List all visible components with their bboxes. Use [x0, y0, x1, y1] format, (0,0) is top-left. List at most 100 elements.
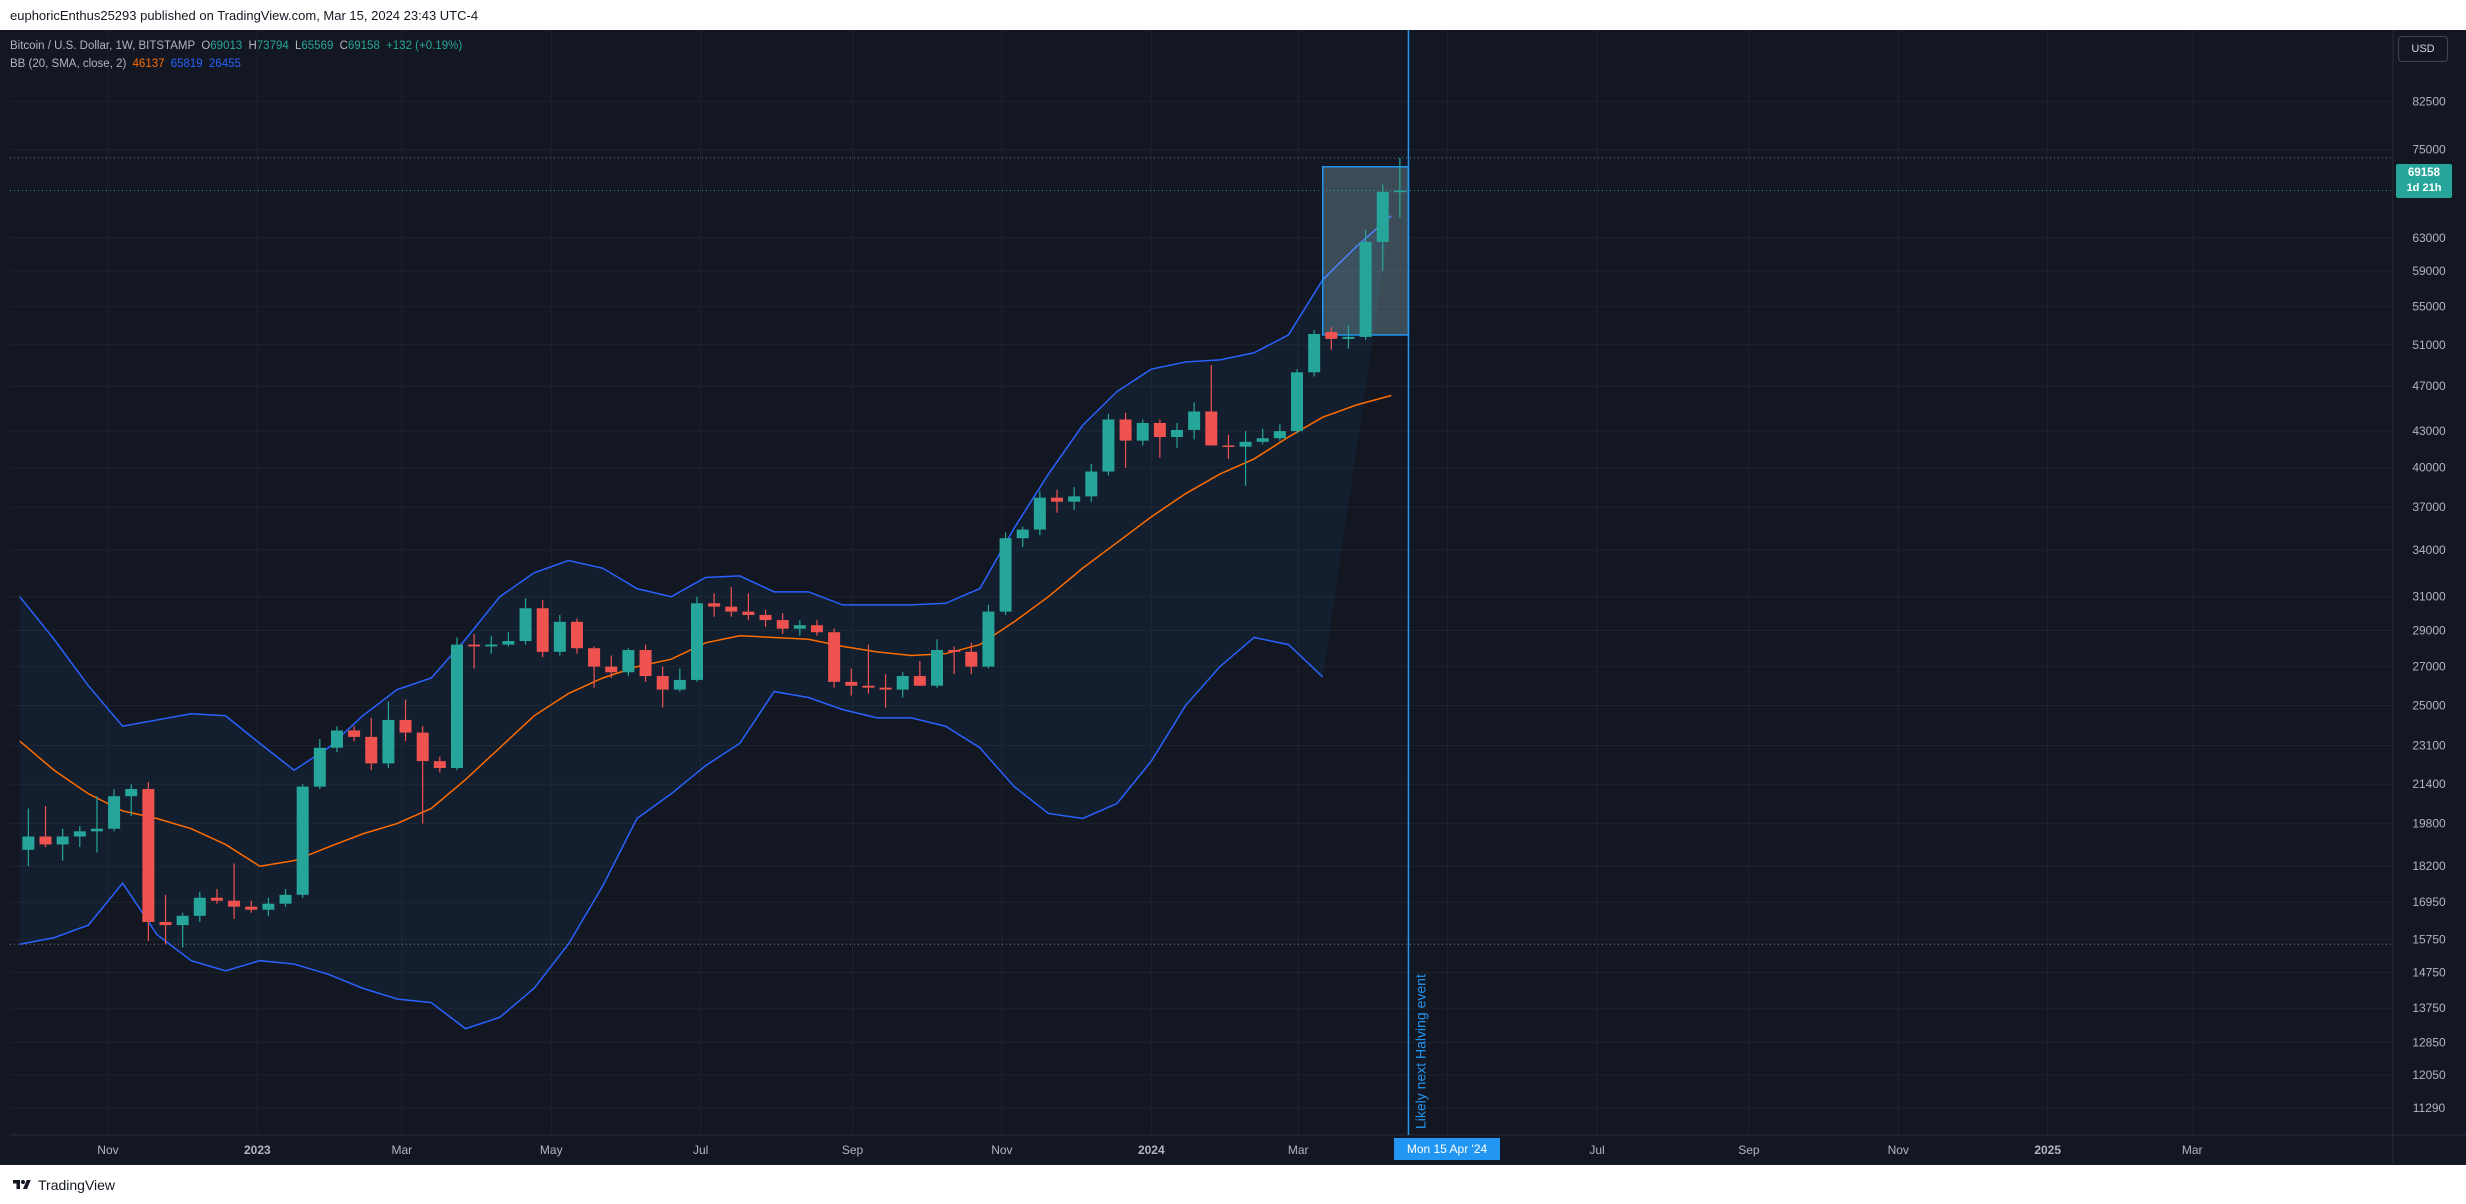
- candle-body: [1153, 422, 1166, 438]
- bb-upper-line: [19, 215, 1392, 772]
- candle-body: [570, 621, 583, 649]
- candle-body: [90, 828, 103, 832]
- x-tick-label: Mar: [2182, 1143, 2203, 1157]
- candle-body: [690, 603, 703, 680]
- candle-body: [896, 676, 909, 690]
- candle-body: [22, 836, 35, 850]
- candle-body: [502, 641, 515, 645]
- candle-body: [708, 603, 721, 607]
- y-tick-label: 18200: [2412, 859, 2446, 873]
- y-tick-label: 15750: [2412, 932, 2446, 946]
- last-price-value: 69158: [2408, 167, 2440, 179]
- candle-body: [965, 651, 978, 667]
- candle-body: [125, 788, 138, 797]
- halving-annotation-label: Likely next Halving event: [1412, 974, 1428, 1129]
- plot-background: [0, 30, 2466, 1165]
- x-tick-label: 2024: [1138, 1143, 1165, 1157]
- candle-body: [930, 650, 943, 686]
- candle-body: [313, 747, 326, 787]
- candle-body: [1033, 497, 1046, 530]
- candle-body: [1308, 333, 1321, 373]
- candle-body: [1102, 419, 1115, 472]
- bb-legend: BB (20, SMA, close, 2) 46137 65819 26455: [10, 58, 244, 70]
- symbol-title[interactable]: Bitcoin / U.S. Dollar, 1W, BITSTAMP: [10, 40, 196, 52]
- change-value: +132 (+0.19%): [386, 40, 463, 52]
- candle-body: [605, 666, 618, 673]
- x-tick-label: 2023: [244, 1143, 271, 1157]
- candle-body: [1342, 336, 1355, 339]
- candle-body: [228, 900, 241, 907]
- high-value: 73794: [256, 40, 289, 52]
- candle-body: [536, 608, 549, 652]
- candle-body: [1085, 471, 1098, 497]
- x-tick-label: Jul: [1589, 1143, 1604, 1157]
- candle-body: [982, 611, 995, 667]
- bb-upper-value: 65819: [170, 58, 203, 70]
- candle-body: [1119, 419, 1132, 441]
- y-tick-label: 29000: [2412, 623, 2446, 637]
- y-tick-label: 25000: [2412, 699, 2446, 713]
- candle-body: [1256, 438, 1269, 442]
- y-tick-label: 12850: [2412, 1035, 2446, 1049]
- y-tick-label: 23100: [2412, 739, 2446, 753]
- y-tick-label: 13750: [2412, 1001, 2446, 1015]
- candle-body: [793, 625, 806, 629]
- bb-label[interactable]: BB (20, SMA, close, 2): [10, 58, 127, 70]
- y-tick-label: 51000: [2412, 338, 2446, 352]
- candle-body: [1291, 372, 1304, 432]
- y-tick-label: 55000: [2412, 300, 2446, 314]
- candle-body: [399, 719, 412, 733]
- candle-body: [913, 676, 926, 686]
- candle-body: [73, 831, 86, 837]
- x-tick-label: Mar: [392, 1143, 413, 1157]
- y-tick-label: 37000: [2412, 500, 2446, 514]
- candle-body: [210, 897, 223, 901]
- ohlc-legend: Bitcoin / U.S. Dollar, 1W, BITSTAMP O690…: [10, 40, 465, 52]
- candle-body: [1222, 445, 1235, 447]
- candle-body: [1136, 422, 1149, 441]
- candle-body: [39, 836, 52, 845]
- y-tick-label: 27000: [2412, 660, 2446, 674]
- candle-body: [279, 894, 292, 904]
- y-tick-label: 63000: [2412, 231, 2446, 245]
- candle-body: [588, 648, 601, 667]
- y-tick-label: 34000: [2412, 543, 2446, 557]
- currency-button[interactable]: USD: [2398, 36, 2448, 62]
- candle-body: [348, 730, 361, 737]
- candle-body: [56, 836, 69, 845]
- tradingview-logo[interactable]: TradingView: [12, 1177, 115, 1193]
- last-price-badge: 69158 1d 21h: [2396, 164, 2452, 198]
- bb-lower-value: 26455: [208, 58, 241, 70]
- y-tick-label: 12050: [2412, 1068, 2446, 1082]
- candle-body: [845, 681, 858, 686]
- candle-body: [1051, 497, 1064, 502]
- candle-body: [879, 687, 892, 690]
- candle-body: [1171, 429, 1184, 438]
- candle-body: [1205, 411, 1218, 446]
- open-label: O: [201, 40, 211, 52]
- candle-body: [296, 786, 309, 895]
- candle-body: [622, 650, 635, 673]
- candle-body: [1393, 190, 1406, 193]
- x-tick-label: Mar: [1288, 1143, 1309, 1157]
- x-tick-label: Nov: [1888, 1143, 1909, 1157]
- bb-basis-value: 46137: [132, 58, 165, 70]
- candle-body: [1068, 496, 1081, 502]
- x-tick-label: Sep: [1738, 1143, 1760, 1157]
- candle-body: [468, 644, 481, 647]
- candle-body: [1376, 191, 1389, 242]
- candle-body: [485, 644, 498, 647]
- low-label: L: [294, 40, 302, 52]
- candle-body: [948, 650, 961, 652]
- bb-band-fill: [19, 215, 1392, 1029]
- candle-body: [1188, 411, 1201, 430]
- candle-body: [142, 788, 155, 922]
- candle-body: [416, 732, 429, 762]
- y-tick-label: 59000: [2412, 264, 2446, 278]
- y-tick-label: 31000: [2412, 590, 2446, 604]
- publish-info: euphoricEnthus25293 published on Trading…: [10, 8, 479, 23]
- candle-body: [193, 897, 206, 916]
- candle-body: [810, 625, 823, 633]
- candle-body: [159, 921, 172, 926]
